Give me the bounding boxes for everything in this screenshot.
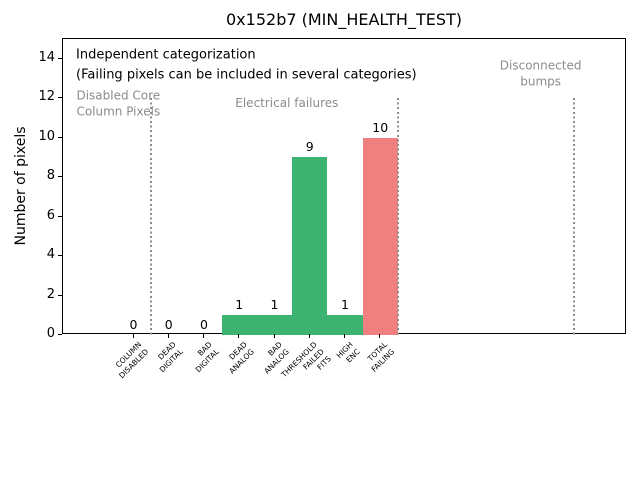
note-independent: Independent categorization: [76, 47, 256, 63]
x-tick-label-text-dead-analog: DEAD ANALOG: [227, 340, 256, 376]
x-tick-label-text-total-failing: TOTAL FAILING: [366, 340, 397, 374]
value-label-dead-digital: 0: [164, 317, 173, 332]
x-tick-high-enc: [344, 334, 345, 338]
separator-line-2: [396, 98, 399, 335]
y-tick-0: [58, 334, 62, 335]
bar-bad-analog: [256, 315, 293, 335]
plot-area: 0 0 0 1 1 9 1 10 Independent categorization (Fail…: [62, 38, 626, 335]
y-tick-6: [58, 215, 62, 217]
value-label-column-disabled: 0: [129, 317, 138, 332]
y-tick-label-12: 12: [38, 89, 55, 105]
region-label-disabled-core: Disabled Core Column Pixels: [76, 88, 161, 119]
value-label-bad-analog: 1: [270, 297, 279, 313]
region-label-electrical-failures: Electrical failures: [235, 95, 339, 110]
chart-title: 0x152b7 (MIN_HEALTH_TEST): [226, 10, 462, 29]
x-tick-label-text-bad-digital: BAD DIGITAL: [193, 340, 221, 375]
y-tick-label-4: 4: [46, 247, 55, 263]
bar-total-failing: [362, 137, 398, 335]
x-tick-threshold-failed-fits: [308, 334, 310, 338]
y-tick-label-6: 6: [46, 207, 55, 223]
x-tick-label-text-high-enc: HIGH ENC: [334, 340, 362, 365]
value-label-total-failing: 10: [372, 119, 389, 135]
bar-threshold-failed-fits: [292, 157, 328, 335]
y-tick-label-0: 0: [46, 326, 55, 341]
x-tick-total-failing: [379, 334, 381, 338]
y-tick-label-2: 2: [46, 286, 55, 302]
value-label-high-enc: 1: [341, 297, 349, 313]
y-tick-4: [58, 255, 62, 257]
y-tick-8: [58, 176, 62, 178]
region-label-disconnected-bumps: Disconnected bumps: [499, 58, 582, 88]
x-tick-bad-digital: [203, 334, 204, 338]
note-failing-pixels: (Failing pixels can be included in sever…: [76, 68, 417, 84]
value-label-threshold-failed-fits: 9: [305, 139, 314, 155]
x-tick-bad-analog: [273, 334, 275, 338]
y-tick-label-8: 8: [46, 168, 55, 184]
value-label-dead-analog: 1: [235, 297, 244, 313]
x-tick-dead-digital: [167, 334, 169, 338]
y-tick-14: [58, 57, 62, 59]
y-tick-label-14: 14: [38, 49, 55, 65]
separator-line-3: [573, 98, 576, 335]
y-tick-10: [58, 136, 62, 138]
bar-dead-analog: [221, 315, 257, 335]
bar-high-enc: [327, 315, 363, 335]
x-tick-label-text-dead-digital: DEAD DIGITAL: [156, 340, 186, 375]
x-tick-label-text-column-disabled: COLUMN DISABLED: [113, 340, 151, 381]
x-tick-label-text-threshold-failed-fits: THRESHOLD FAILED FITS: [279, 340, 334, 380]
y-tick-2: [58, 294, 62, 296]
separator-line-1: [150, 98, 153, 335]
x-tick-column-disabled: [132, 334, 134, 338]
x-tick-dead-analog: [238, 334, 240, 338]
y-tick-12: [58, 97, 62, 99]
y-tick-label-10: 10: [38, 128, 55, 144]
value-label-bad-digital: 0: [200, 317, 208, 332]
